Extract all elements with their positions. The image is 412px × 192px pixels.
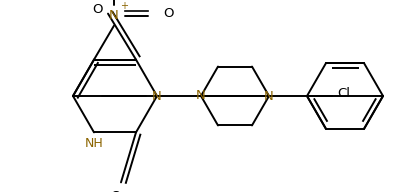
Text: O: O: [93, 3, 103, 16]
Text: N: N: [152, 89, 162, 103]
Text: O: O: [111, 190, 121, 192]
Text: N: N: [196, 89, 206, 103]
Text: O: O: [164, 7, 174, 20]
Text: N: N: [264, 89, 274, 103]
Text: N: N: [109, 9, 119, 22]
Text: Cl: Cl: [337, 88, 350, 100]
Text: +: +: [120, 1, 128, 11]
Text: NH: NH: [84, 137, 103, 150]
